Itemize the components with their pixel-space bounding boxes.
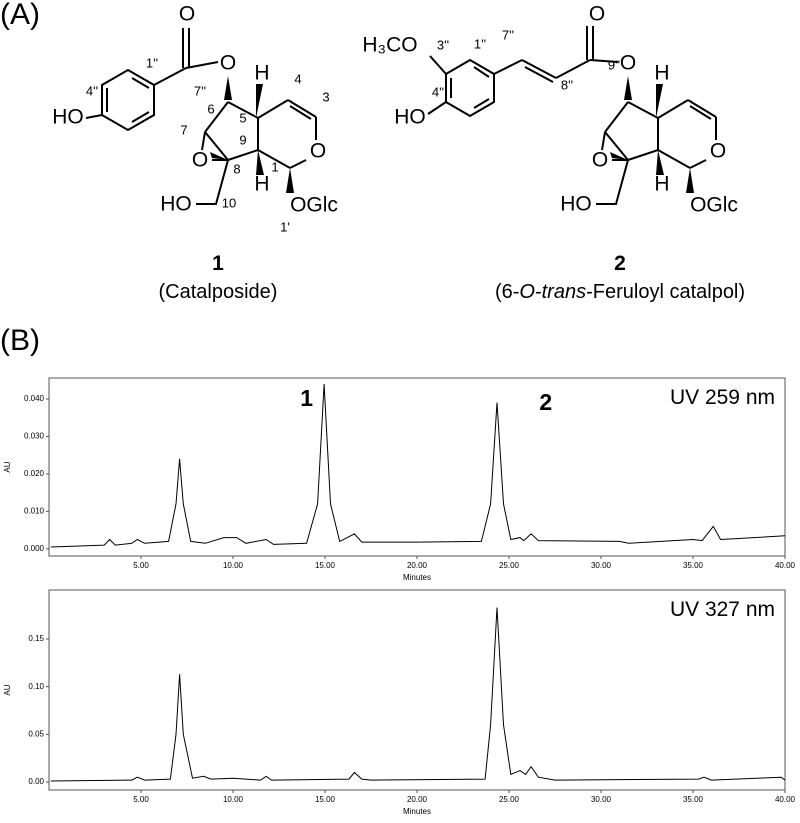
y-tick-label: 0.05 <box>28 729 44 738</box>
name-part: -Feruloyl catalpol) <box>586 281 745 303</box>
locant: 9 <box>239 132 246 147</box>
atom-label: O <box>592 149 608 172</box>
y-tick-label: 0.020 <box>24 469 45 478</box>
trace-label: UV 259 nm <box>670 386 775 409</box>
x-tick-label: 15.00 <box>315 561 336 570</box>
name-part: O <box>519 281 535 303</box>
compound-name: (6-O-trans-Feruloyl catalpol) <box>495 281 745 303</box>
locant: 1' <box>280 219 290 234</box>
panel-label: (A) <box>0 0 40 31</box>
atom-label: HO <box>560 193 592 216</box>
atom-label: O <box>310 140 326 163</box>
locant: 1'' <box>474 36 486 51</box>
atom-label: H <box>654 173 669 196</box>
y-tick-label: 0.000 <box>24 544 45 553</box>
x-tick-label: 35.00 <box>683 795 704 804</box>
atom-label: O <box>192 149 208 172</box>
locant: 4'' <box>432 84 444 99</box>
y-tick-label: 0.040 <box>24 394 45 403</box>
atom-label: HO <box>52 106 84 129</box>
compound-number: 2 <box>614 252 626 275</box>
locant: 5 <box>239 110 246 125</box>
locant: 1 <box>271 159 278 174</box>
locant: 6 <box>207 101 214 116</box>
x-tick-label: 5.00 <box>133 795 149 804</box>
x-tick-label: 30.00 <box>591 795 612 804</box>
x-tick-label: 25.00 <box>499 795 520 804</box>
y-tick-label: 0.00 <box>28 777 44 786</box>
x-tick-label: 30.00 <box>591 561 612 570</box>
y-tick-label: 0.010 <box>24 507 45 516</box>
y-axis-label: AU <box>3 684 12 695</box>
locant: 7'' <box>194 83 206 98</box>
trace <box>50 607 786 782</box>
x-axis-label: Minutes <box>403 807 431 816</box>
name-part: trans <box>542 281 586 303</box>
locant: 1'' <box>146 55 158 70</box>
x-tick-label: 15.00 <box>315 795 336 804</box>
peak-label: 1 <box>300 385 313 411</box>
trace <box>50 383 786 548</box>
x-axis-label: Minutes <box>403 573 431 582</box>
x-tick-label: 40.00 <box>775 795 796 804</box>
locant: 3'' <box>437 37 449 52</box>
atom-label: H <box>254 173 269 196</box>
benzoyl-skeleton <box>85 28 219 132</box>
x-tick-label: 5.00 <box>133 561 149 570</box>
y-tick-label: 0.030 <box>24 432 45 441</box>
atom-label: HO <box>160 193 192 216</box>
y-tick-label: 0.15 <box>28 634 44 643</box>
bicyclic-skeleton <box>196 76 317 205</box>
name-part: - <box>535 281 542 303</box>
locant: 7'' <box>502 27 514 42</box>
x-tick-label: 25.00 <box>499 561 520 570</box>
y-axis-label: AU <box>3 461 12 472</box>
locant: 4 <box>294 71 301 86</box>
atom-label: O <box>179 3 195 26</box>
atom-label: H₃CO <box>362 34 417 57</box>
x-tick-label: 10.00 <box>223 561 244 570</box>
atom-label: O <box>589 3 605 26</box>
x-tick-label: 10.00 <box>223 795 244 804</box>
locant: 9'' <box>608 57 620 72</box>
atom-label: HO <box>394 106 426 129</box>
y-tick-label: 0.10 <box>28 682 44 691</box>
atom-label: O <box>710 140 726 163</box>
name-part: (6- <box>495 281 519 303</box>
atom-label: O <box>620 52 636 75</box>
locant: 8'' <box>561 77 573 92</box>
x-tick-label: 40.00 <box>775 561 796 570</box>
atom-label: H <box>654 62 669 85</box>
compound-name: (Catalposide) <box>159 281 278 303</box>
locant: 4'' <box>86 83 98 98</box>
locant: 10 <box>222 195 236 210</box>
atom-label: H <box>254 62 269 85</box>
trace-label: UV 327 nm <box>670 598 775 621</box>
x-tick-label: 20.00 <box>407 561 428 570</box>
compound-number: 1 <box>212 252 224 275</box>
locant: 7 <box>180 122 187 137</box>
locant: 8 <box>233 161 240 176</box>
panel-label: (B) <box>0 324 40 357</box>
atom-label: OGlc <box>690 194 738 217</box>
peak-label: 2 <box>539 389 552 415</box>
x-tick-label: 35.00 <box>683 561 704 570</box>
x-tick-label: 20.00 <box>407 795 428 804</box>
feruloyl-skeleton <box>427 26 619 118</box>
atom-label: OGlc <box>290 194 338 217</box>
atom-label: O <box>220 52 236 75</box>
locant: 3 <box>322 89 329 104</box>
